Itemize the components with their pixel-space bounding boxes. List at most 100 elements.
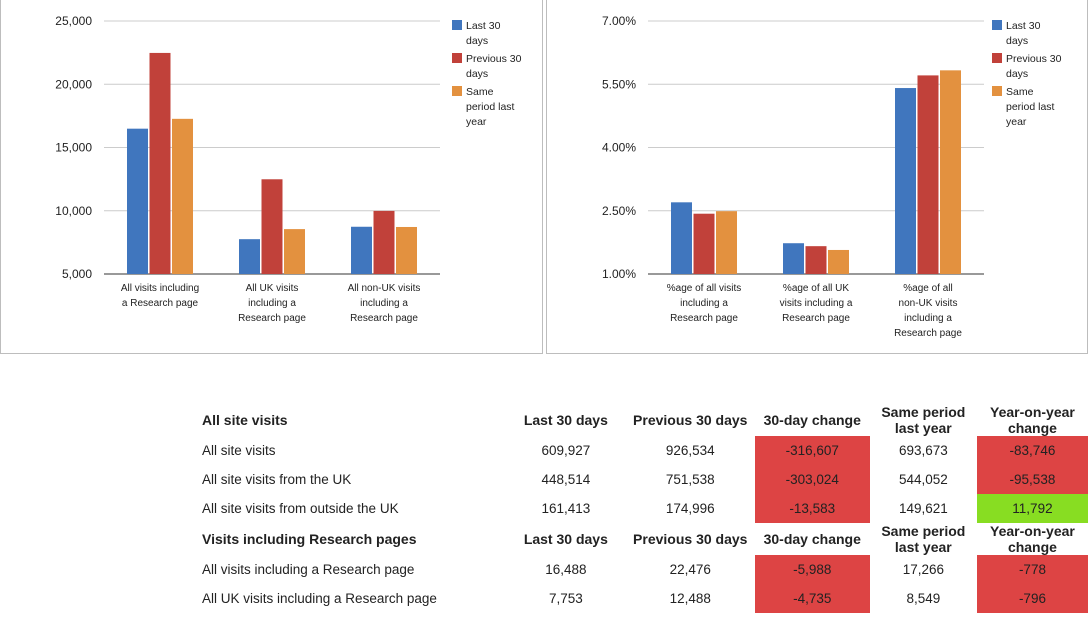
bar — [261, 179, 283, 274]
y-tick-label: 25,000 — [55, 14, 92, 28]
column-header: Same period last year — [881, 404, 966, 436]
bar — [671, 202, 692, 274]
change-cell: -4,735 — [754, 584, 870, 613]
row-label: All visits including a Research page — [202, 562, 415, 577]
bar — [239, 239, 260, 274]
bar — [917, 75, 939, 275]
value-cell: 161,413 — [541, 501, 591, 516]
row-label: All UK visits including a Research page — [202, 591, 437, 606]
bar — [284, 229, 305, 274]
change-cell: -5,988 — [754, 555, 870, 584]
value-cell: 174,996 — [665, 501, 715, 516]
x-category-label: including a — [680, 298, 728, 309]
column-header: 30-day change — [763, 412, 861, 428]
legend-label: Same — [1006, 86, 1034, 98]
legend-swatch — [992, 20, 1002, 30]
bar — [716, 211, 737, 274]
column-header: 30-day change — [763, 531, 861, 547]
bar — [127, 128, 148, 274]
visits-stats-table: All site visits Last 30 days Previous 30 d… — [197, 404, 1088, 613]
x-category-label: including a — [248, 298, 296, 309]
value-cell: 17,266 — [902, 562, 944, 577]
legend-label: Previous 30 — [1006, 53, 1062, 65]
chart-panel-visits: 5,000 10,000 15,000 20,000 25,000 All visits … — [0, 0, 543, 354]
change-cell: -316,607 — [754, 436, 870, 465]
legend-label: days — [1006, 35, 1028, 47]
row-label: All site visits from outside the UK — [202, 501, 399, 516]
change-cell: 11,792 — [976, 494, 1088, 523]
value-cell: 7,753 — [548, 591, 583, 606]
value-cell: 448,514 — [541, 472, 591, 487]
legend-swatch — [452, 53, 462, 63]
y-tick-label: 2.50% — [602, 204, 636, 218]
x-category-label: a Research page — [122, 298, 199, 309]
x-category-label: %age of all — [903, 283, 952, 294]
value-cell: 8,549 — [906, 591, 941, 606]
table-row: All site visits 609,927 926,534 -316,607 693… — [197, 436, 1088, 465]
change-cell: -303,024 — [754, 465, 870, 494]
x-category-label: All non-UK visits — [348, 283, 421, 294]
value-cell: 149,621 — [898, 501, 948, 516]
y-tick-label: 10,000 — [55, 204, 92, 218]
y-tick-label: 15,000 — [55, 141, 92, 155]
bar — [172, 118, 193, 274]
y-tick-label: 20,000 — [55, 77, 92, 91]
x-category-label: including a — [904, 313, 952, 324]
legend-label: year — [1006, 116, 1027, 128]
legend-label: days — [466, 35, 488, 47]
value-cell: 12,488 — [669, 591, 711, 606]
row-label: All site visits — [202, 443, 276, 458]
value-cell: 693,673 — [898, 443, 948, 458]
x-category-label: visits including a — [780, 298, 853, 309]
change-cell: -796 — [976, 584, 1088, 613]
legend-label: Last 30 — [1006, 20, 1041, 32]
section-title: All site visits — [202, 412, 288, 428]
bar — [828, 249, 849, 274]
value-cell: 16,488 — [545, 562, 587, 577]
column-header: Previous 30 days — [633, 531, 748, 547]
change-cell: -95,538 — [976, 465, 1088, 494]
legend-label: period last — [1006, 101, 1055, 113]
x-category-label: Research page — [670, 313, 738, 324]
section-title: Visits including Research pages — [202, 531, 417, 547]
bar — [693, 213, 715, 274]
x-category-label: including a — [360, 298, 408, 309]
change-cell: -778 — [976, 555, 1088, 584]
legend-swatch — [452, 20, 462, 30]
y-tick-label: 5.50% — [602, 77, 636, 91]
table-row: All visits including a Research page 16,4… — [197, 555, 1088, 584]
legend-label: Previous 30 — [466, 53, 522, 65]
legend-label: Last 30 — [466, 20, 501, 32]
table-header-row: Visits including Research pages Last 30 d… — [197, 523, 1088, 555]
bar — [149, 52, 171, 274]
x-category-label: All UK visits — [246, 283, 299, 294]
row-label: All site visits from the UK — [202, 472, 352, 487]
y-tick-label: 1.00% — [602, 267, 636, 281]
value-cell: 751,538 — [665, 472, 715, 487]
legend-label: days — [466, 68, 488, 80]
x-category-label: Research page — [894, 328, 962, 339]
percentage-bar-chart: 1.00% 2.50% 4.00% 5.50% 7.00% %age of all vis… — [602, 14, 1062, 339]
change-cell: -83,746 — [976, 436, 1088, 465]
bar — [783, 243, 804, 274]
x-category-label: %age of all visits — [667, 283, 741, 294]
value-cell: 609,927 — [541, 443, 591, 458]
legend-swatch — [992, 86, 1002, 96]
legend-swatch — [452, 86, 462, 96]
column-header: Last 30 days — [523, 412, 608, 428]
column-header: Year-on-year change — [990, 404, 1075, 436]
chart-panel-percentages: 1.00% 2.50% 4.00% 5.50% 7.00% %age of all vis… — [546, 0, 1088, 354]
table-row: All site visits from outside the UK 161,4… — [197, 494, 1088, 523]
bar — [805, 246, 827, 274]
legend-label: year — [466, 116, 487, 128]
value-cell: 544,052 — [898, 472, 948, 487]
y-tick-label: 7.00% — [602, 14, 636, 28]
legend-label: period last — [466, 101, 515, 113]
column-header: Year-on-year change — [990, 523, 1075, 555]
value-cell: 22,476 — [669, 562, 711, 577]
bar — [895, 88, 916, 274]
x-category-label: Research page — [238, 313, 306, 324]
bar — [940, 70, 961, 275]
x-category-label: %age of all UK — [783, 283, 849, 294]
x-category-label: non-UK visits — [899, 298, 958, 309]
